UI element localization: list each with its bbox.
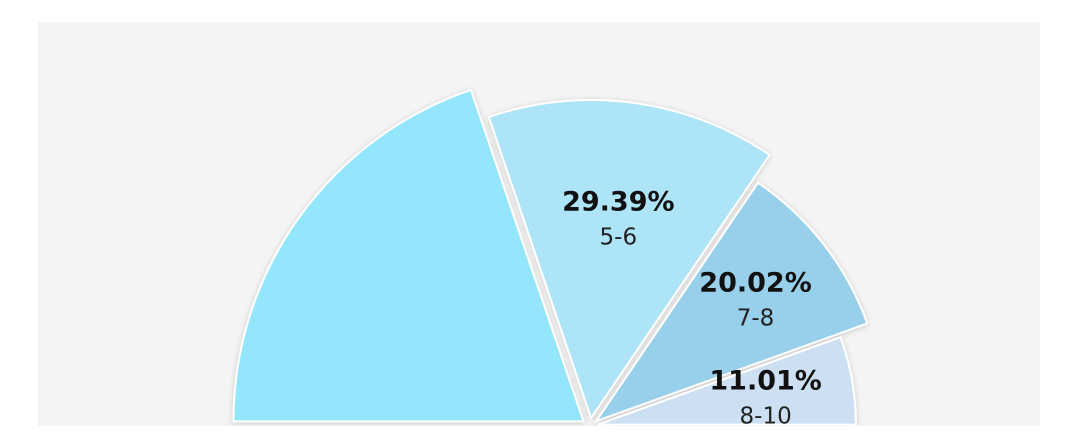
slice-percent-label: 29.39% bbox=[562, 186, 674, 217]
slice-category-label: 8-10 bbox=[740, 403, 792, 429]
slice-percent-label: 11.01% bbox=[709, 365, 821, 396]
pie-slice-5-6 bbox=[487, 99, 771, 421]
slice-category-label: 5-6 bbox=[600, 224, 638, 250]
slice-percent-label: 20.02% bbox=[699, 267, 811, 298]
pie-slice-7-8 bbox=[593, 181, 869, 424]
pie-slice-unlabeled bbox=[232, 88, 585, 423]
pie-slice-8-10 bbox=[597, 335, 857, 426]
slice-category-label: 7-8 bbox=[737, 305, 775, 331]
